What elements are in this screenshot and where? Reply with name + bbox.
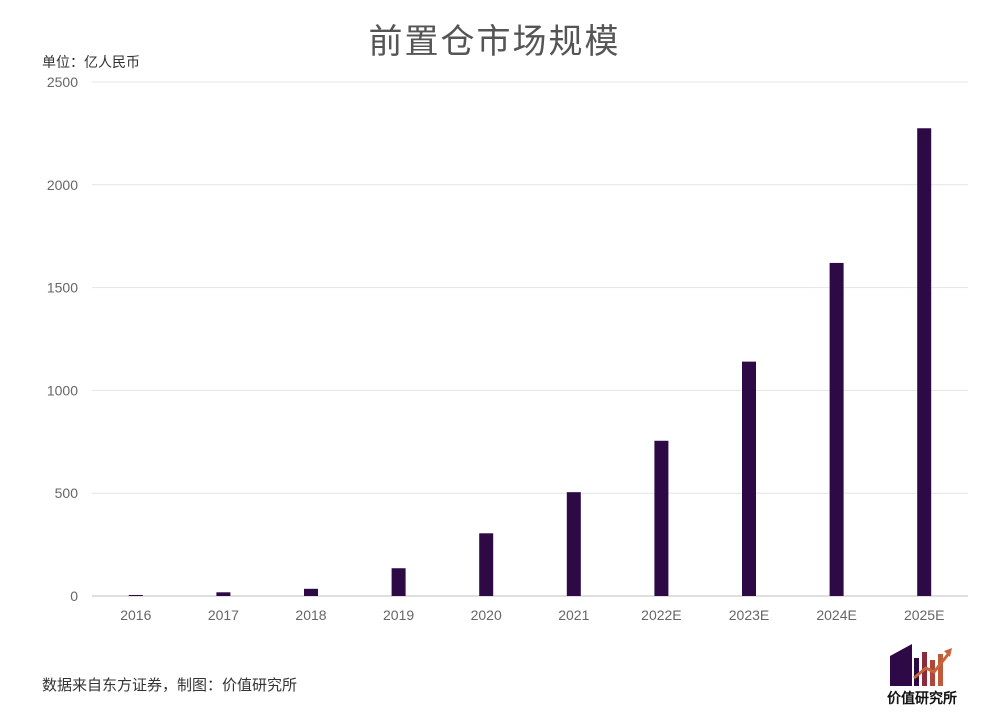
y-tick-label: 2000 [47, 177, 78, 193]
grid-lines [92, 81, 968, 597]
building-chart-logo-icon [890, 644, 952, 686]
x-tick-label: 2019 [383, 607, 414, 623]
y-tick-label: 0 [70, 588, 78, 604]
bar-2022E [654, 440, 669, 596]
bar-2021 [566, 492, 581, 596]
y-tick-label: 500 [55, 485, 79, 501]
y-tick-label: 1000 [47, 382, 78, 398]
bar-2017 [216, 592, 231, 596]
x-tick-label: 2024E [816, 607, 856, 623]
x-tick-label: 2022E [641, 607, 681, 623]
source-note: 数据来自东方证券，制图：价值研究所 [42, 676, 298, 694]
chart-title: 前置仓市场规模 [368, 22, 621, 62]
y-tick-label: 2500 [47, 74, 78, 90]
bar-2018 [304, 588, 318, 596]
bar-2025E [917, 128, 932, 596]
y-tick-label: 1500 [47, 280, 78, 296]
bars [128, 128, 932, 596]
bar-2024E [829, 262, 844, 596]
logo: 价值研究所 [878, 638, 966, 708]
x-tick-label: 2018 [295, 607, 326, 623]
bar-2023E [742, 361, 756, 596]
bar-2019 [391, 568, 406, 596]
logo-text: 价值研究所 [887, 691, 957, 707]
x-tick-label: 2025E [904, 607, 944, 623]
bar-2020 [479, 533, 494, 596]
bar-2016 [128, 594, 143, 596]
x-tick-label: 2023E [729, 607, 769, 623]
x-tick-label: 2017 [208, 607, 239, 623]
x-tick-label: 2016 [120, 607, 151, 623]
x-axis-ticks: 2016 2017 2018 2019 2020 2021 2022E 2023E 2024E 2… [120, 607, 944, 623]
x-tick-label: 2020 [471, 607, 502, 623]
y-axis-ticks: 0 500 1000 1500 2000 2500 [47, 74, 78, 604]
x-tick-label: 2021 [558, 607, 589, 623]
unit-label: 单位：亿人民币 [42, 55, 140, 71]
